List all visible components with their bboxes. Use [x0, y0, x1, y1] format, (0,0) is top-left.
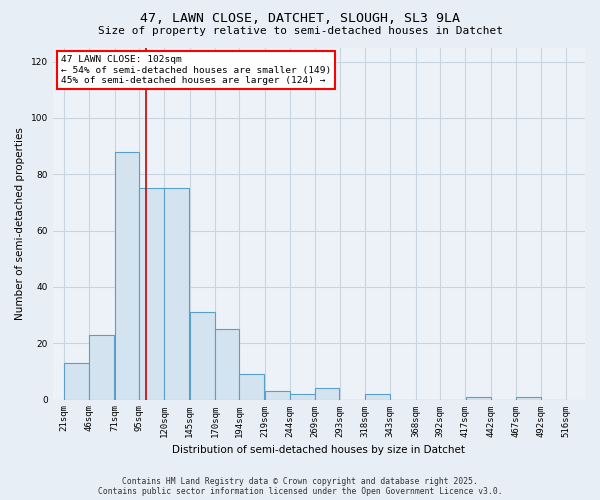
Y-axis label: Number of semi-detached properties: Number of semi-detached properties: [15, 127, 25, 320]
Bar: [190, 312, 215, 400]
Bar: [64, 363, 89, 400]
Bar: [316, 388, 340, 400]
Bar: [164, 188, 190, 400]
Bar: [290, 394, 315, 400]
X-axis label: Distribution of semi-detached houses by size in Datchet: Distribution of semi-detached houses by …: [172, 445, 466, 455]
Bar: [365, 394, 390, 400]
Bar: [516, 396, 541, 400]
Text: Contains HM Land Registry data © Crown copyright and database right 2025.
Contai: Contains HM Land Registry data © Crown c…: [98, 476, 502, 496]
Bar: [115, 152, 139, 400]
Bar: [265, 391, 290, 400]
Bar: [466, 396, 491, 400]
Bar: [139, 188, 164, 400]
Text: 47, LAWN CLOSE, DATCHET, SLOUGH, SL3 9LA: 47, LAWN CLOSE, DATCHET, SLOUGH, SL3 9LA: [140, 12, 460, 26]
Bar: [89, 335, 115, 400]
Bar: [215, 329, 239, 400]
Bar: [239, 374, 265, 400]
Text: 47 LAWN CLOSE: 102sqm
← 54% of semi-detached houses are smaller (149)
45% of sem: 47 LAWN CLOSE: 102sqm ← 54% of semi-deta…: [61, 55, 331, 85]
Text: Size of property relative to semi-detached houses in Datchet: Size of property relative to semi-detach…: [97, 26, 503, 36]
